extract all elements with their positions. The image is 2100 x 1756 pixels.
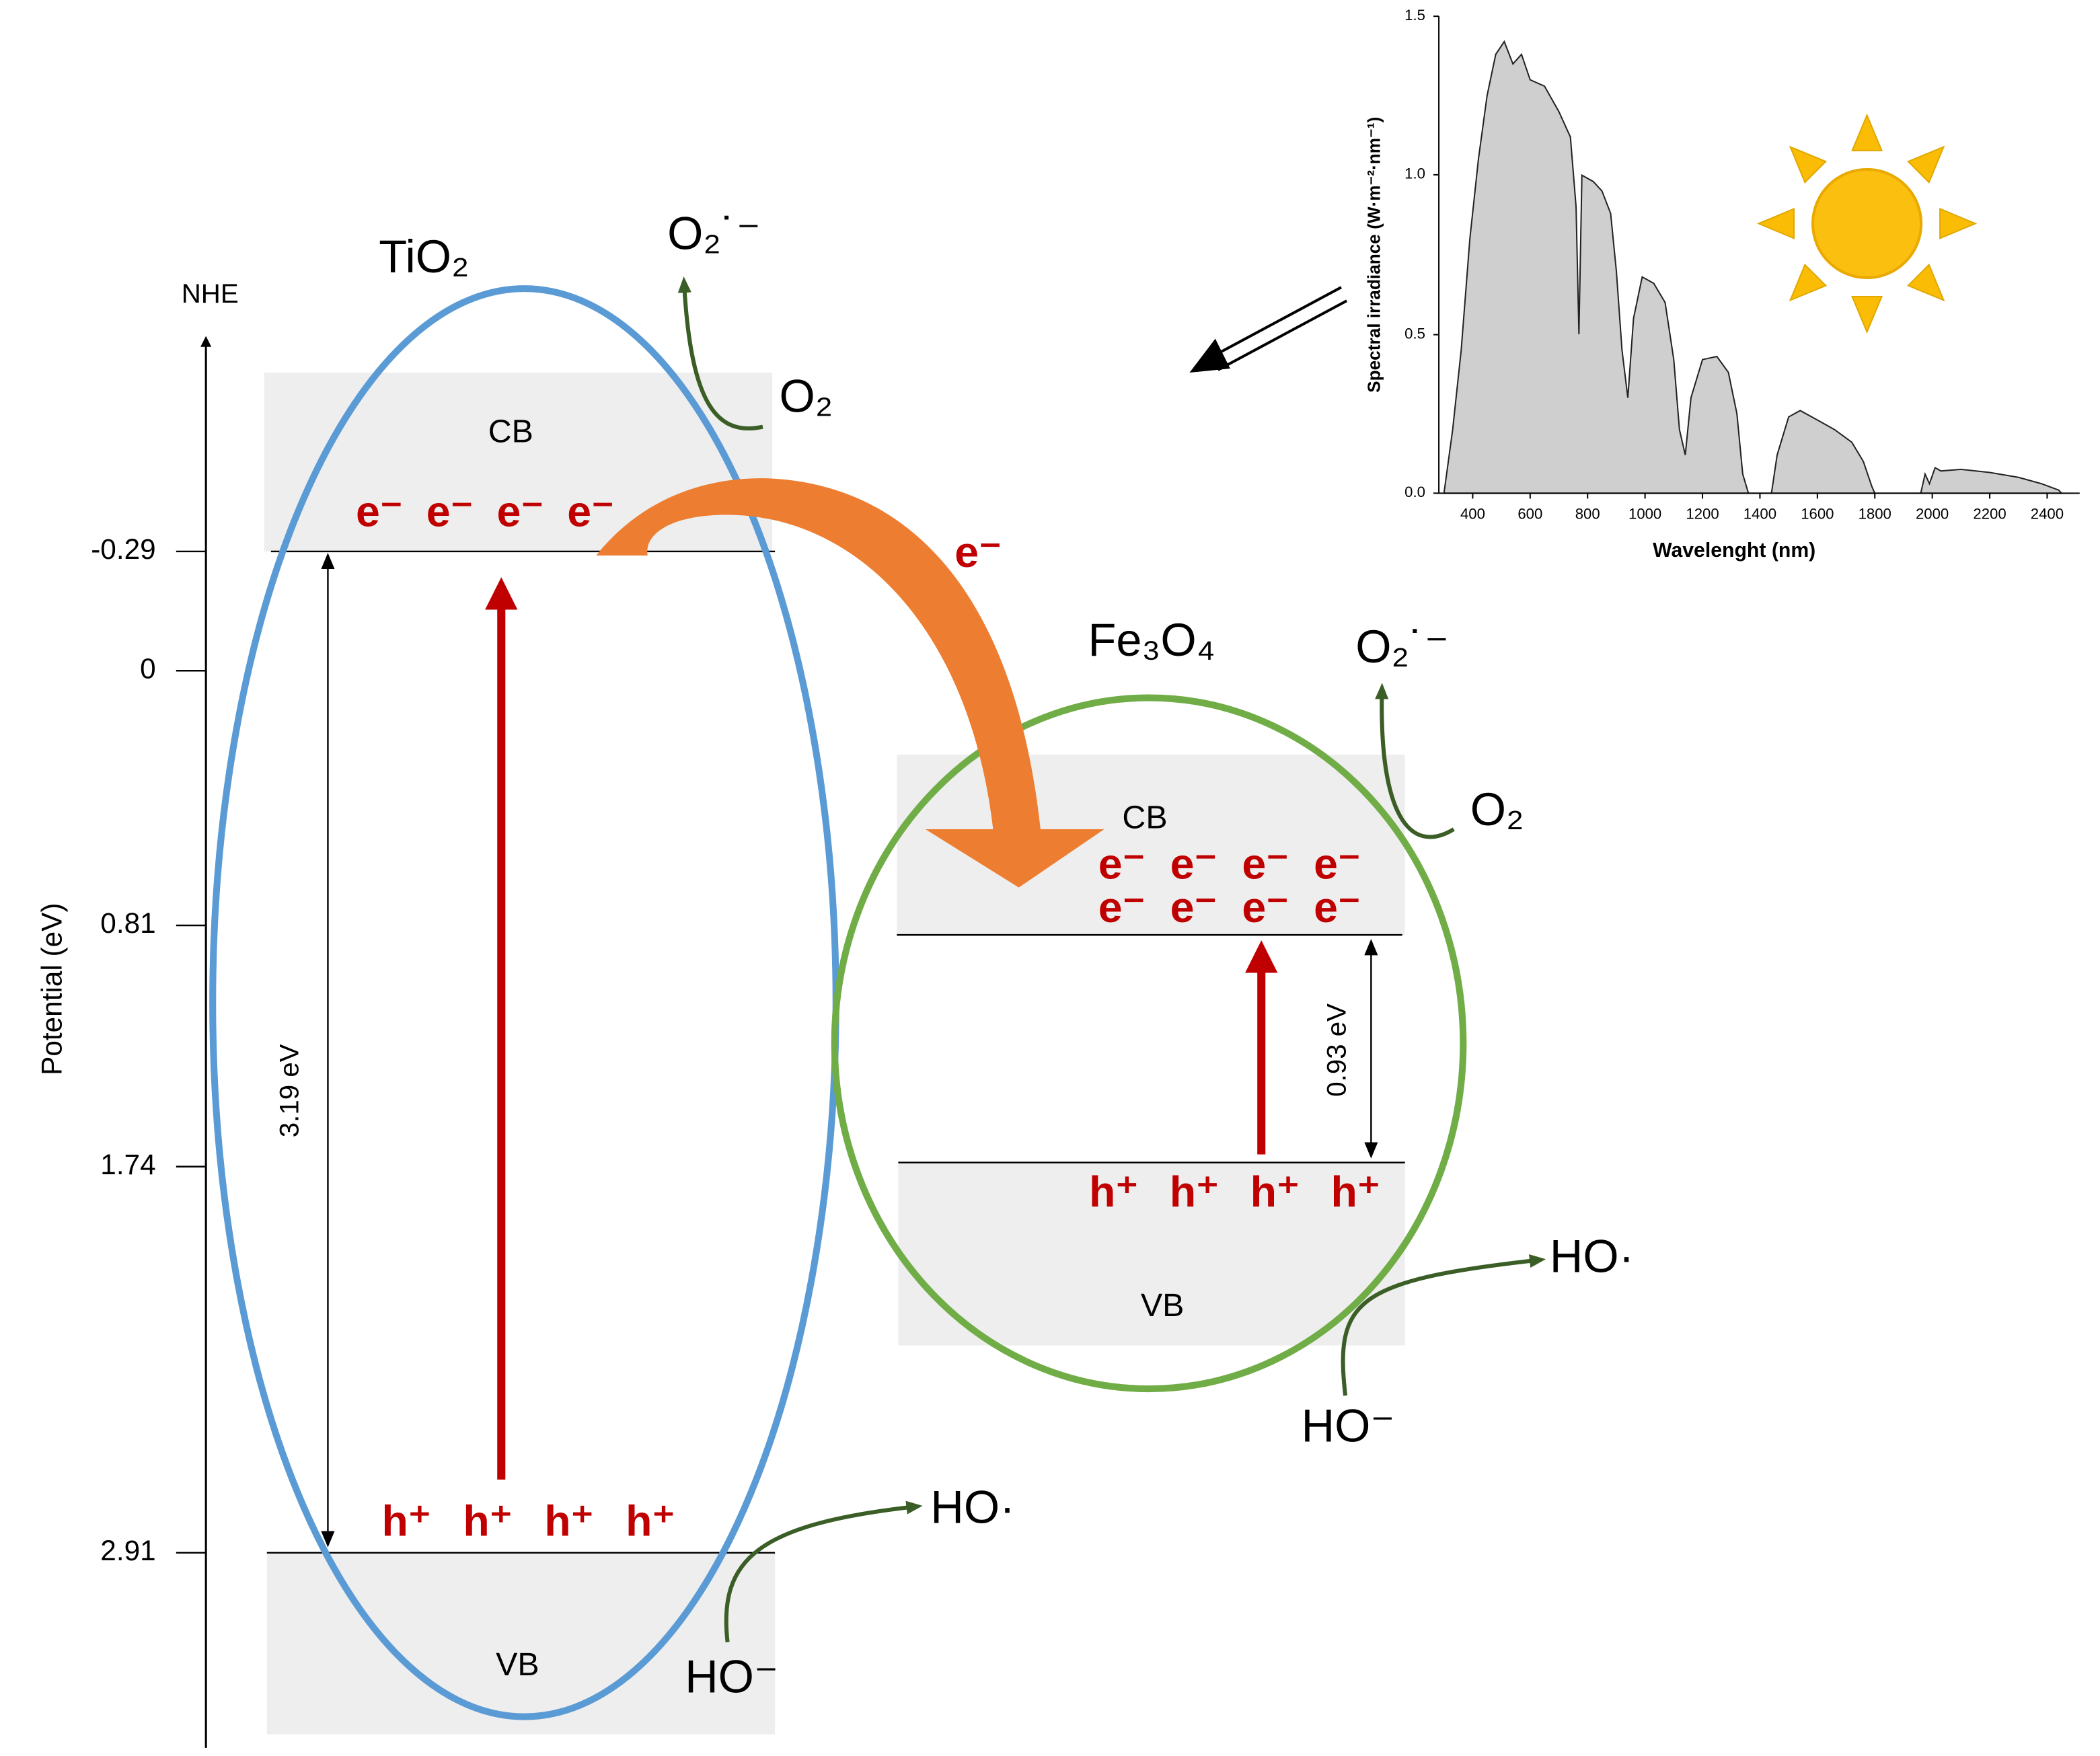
sun-ray: [1852, 115, 1882, 151]
axis-tick-label: 2.91: [100, 1535, 155, 1566]
fe3o4-electron: e⁻: [1098, 839, 1146, 888]
light-arrow-line: [1218, 301, 1347, 370]
fe3o4-vb-label: VB: [1141, 1287, 1184, 1324]
fe3o4-electron: e⁻: [1314, 883, 1361, 931]
axis-ticks: -0.29 0 0.81 1.74 2.91: [91, 533, 206, 1566]
fe3o4-hole: h⁺: [1331, 1168, 1380, 1216]
axis-reference: NHE: [182, 278, 239, 309]
fe3o4-electron: e⁻: [1314, 839, 1361, 888]
tio2-hole: h⁺: [544, 1497, 593, 1545]
axis-tick-label: 0.81: [100, 907, 155, 939]
tio2-vb-label: VB: [496, 1646, 539, 1683]
spectrum-x-tick-label: 1600: [1801, 505, 1834, 522]
fe3o4-hole: h⁺: [1250, 1168, 1300, 1216]
spectrum-x-tick-label: 2200: [1973, 505, 2006, 522]
sun-ray: [1940, 208, 1976, 238]
tio2-hole: h⁺: [463, 1497, 512, 1545]
spectrum-x-tick-label: 1000: [1628, 505, 1661, 522]
fe3o4-electron: e⁻: [1170, 883, 1217, 931]
light-arrow-line: [1213, 287, 1341, 356]
sun: [1758, 115, 1975, 332]
tio2-electron: e⁻: [497, 488, 544, 536]
spectrum-y-tick-label: 1.5: [1404, 7, 1425, 24]
tio2-electron: e⁻: [426, 488, 474, 536]
fe3o4-electron: e⁻: [1242, 839, 1289, 888]
fe3o4-hydroxide: HO⁻: [1302, 1400, 1395, 1452]
fe3o4-electron: e⁻: [1170, 839, 1217, 888]
spectrum-area: [1444, 42, 2062, 493]
tio2-electron: e⁻: [356, 488, 403, 536]
spectrum-x-tick-label: 2000: [1916, 505, 1949, 522]
tio2-hole: h⁺: [382, 1497, 431, 1545]
sun-ray: [1758, 208, 1794, 238]
spectrum-y-tick-label: 0.5: [1404, 325, 1425, 342]
fe3o4-hole: h⁺: [1089, 1168, 1138, 1216]
spectrum-x-tick-label: 1800: [1859, 505, 1891, 522]
axis-tick-label: -0.29: [91, 533, 155, 565]
fe3o4-electron: e⁻: [1098, 883, 1146, 931]
spectrum-x-tick-label: 800: [1575, 505, 1600, 522]
sun-ray: [1791, 265, 1826, 301]
fe3o4-gap-label: 0.93 eV: [1322, 1003, 1352, 1097]
spectrum-x-tick-label: 1400: [1743, 505, 1776, 522]
tio2-hydroxyl: HO·: [930, 1481, 1015, 1533]
axis-tick-label: 1.74: [100, 1149, 155, 1180]
tio2-electron: e⁻: [567, 488, 614, 536]
tio2-hydroxide: HO⁻: [685, 1650, 778, 1702]
tio2-o2: O₂: [780, 370, 833, 422]
fe3o4-o2: O₂: [1470, 784, 1524, 835]
spectrum-x-tick-label: 1200: [1686, 505, 1719, 522]
tio2-label: TiO₂: [379, 231, 469, 282]
spectrum-x-tick-label: 2400: [2031, 505, 2064, 522]
fe3o4-cb-label: CB: [1122, 800, 1167, 836]
spectrum-x-tick-label: 600: [1517, 505, 1542, 522]
sun-disc: [1813, 169, 1921, 278]
axis-title: Potential (eV): [36, 903, 68, 1075]
spectrum-y-tick-label: 1.0: [1404, 165, 1425, 182]
spectrum-inset: Spectral irradiance (W·m⁻²·nm⁻¹) Wavelen…: [1363, 7, 2079, 562]
fe3o4-superoxide: O₂˙⁻: [1355, 621, 1449, 673]
axis-tick-label: 0: [140, 652, 156, 684]
tio2-cb-label: CB: [488, 413, 533, 449]
sun-ray: [1908, 265, 1944, 301]
spectrum-y-label: Spectral irradiance (W·m⁻²·nm⁻¹): [1363, 117, 1384, 393]
tio2-superoxide: O₂˙⁻: [667, 208, 761, 260]
sun-ray: [1908, 147, 1944, 182]
spectrum-y-tick-label: 0.0: [1404, 484, 1425, 500]
transfer-label: e⁻: [954, 528, 1002, 576]
sun-ray: [1852, 297, 1882, 332]
sun-ray: [1791, 147, 1826, 182]
fe3o4-electron: e⁻: [1242, 883, 1289, 931]
tio2-gap-label: 3.19 eV: [274, 1044, 305, 1137]
fe3o4-label: Fe₃O₄: [1088, 614, 1215, 666]
light-arrow-head: [1189, 339, 1230, 373]
spectrum-x-tick-label: 400: [1460, 505, 1485, 522]
fe3o4-hole: h⁺: [1170, 1168, 1219, 1216]
tio2-hole: h⁺: [626, 1497, 675, 1545]
spectrum-x-label: Wavelenght (nm): [1653, 539, 1815, 562]
fe3o4-hydroxyl: HO·: [1550, 1231, 1635, 1283]
